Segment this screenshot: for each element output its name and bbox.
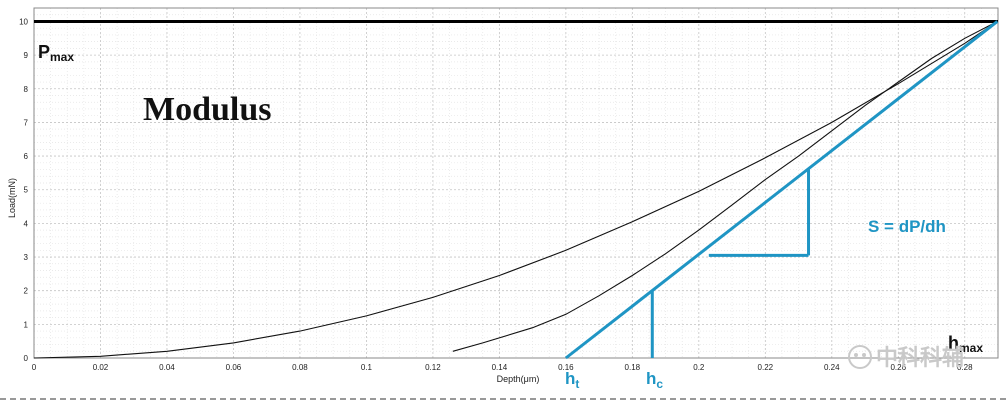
y-tick-labels: 0 1 2 3 4 5 6 7 8 9 10 bbox=[19, 17, 28, 363]
y-tick-label: 9 bbox=[24, 51, 29, 60]
x-tick-label: 0.22 bbox=[758, 363, 774, 372]
hmax-label-main: h bbox=[948, 333, 959, 353]
plot-frame bbox=[0, 7, 1006, 400]
x-tick-label: 0.08 bbox=[292, 363, 308, 372]
annotation-layer bbox=[34, 19, 999, 360]
y-tick-label: 5 bbox=[24, 186, 29, 195]
watermark-icon-eye-left bbox=[854, 353, 858, 357]
y-tick-label: 7 bbox=[24, 118, 29, 127]
y-axis-title: Load(mN) bbox=[7, 178, 17, 218]
pmax-label-main: P bbox=[38, 42, 50, 62]
watermark-icon bbox=[848, 345, 872, 369]
x-tick-label: 0.18 bbox=[625, 363, 641, 372]
slope-label: S = dP/dh bbox=[868, 217, 946, 236]
pmax-label-sub: max bbox=[50, 50, 74, 64]
x-tick-label: 0.02 bbox=[93, 363, 109, 372]
x-tick-label: 0.14 bbox=[492, 363, 508, 372]
x-tick-label: 0.24 bbox=[824, 363, 840, 372]
x-tick-label: 0 bbox=[32, 363, 37, 372]
x-axis-title: Depth(μm) bbox=[497, 374, 540, 384]
x-tick-label: 0.26 bbox=[890, 363, 906, 372]
y-tick-label: 8 bbox=[24, 85, 29, 94]
hmax-label: hmax bbox=[948, 333, 983, 355]
loading-curve bbox=[33, 21, 998, 359]
y-tick-label: 2 bbox=[24, 287, 29, 296]
x-tick-label: 0.12 bbox=[425, 363, 441, 372]
hc-label-main: h bbox=[646, 369, 656, 388]
hc-label: hc bbox=[646, 369, 663, 391]
x-tick-label: 0.2 bbox=[693, 363, 705, 372]
x-tick-label: 0.1 bbox=[361, 363, 373, 372]
series-layer bbox=[33, 21, 998, 359]
unloading-curve bbox=[452, 21, 998, 352]
minor-grid bbox=[34, 7, 999, 358]
pmax-label: Pmax bbox=[38, 42, 74, 64]
ht-label-sub: t bbox=[575, 377, 579, 391]
y-tick-label: 4 bbox=[24, 219, 29, 228]
y-tick-label: 3 bbox=[24, 253, 29, 262]
hmax-label-sub: max bbox=[959, 341, 983, 355]
x-tick-label: 0.28 bbox=[957, 363, 973, 372]
ht-label: ht bbox=[565, 369, 579, 391]
hc-label-sub: c bbox=[656, 377, 663, 391]
y-tick-label: 10 bbox=[19, 17, 28, 26]
x-tick-label: 0.04 bbox=[159, 363, 175, 372]
x-tick-label: 0.06 bbox=[226, 363, 242, 372]
watermark-text: 中科科辅 bbox=[876, 345, 964, 371]
watermark: 中科科辅 bbox=[848, 345, 964, 371]
x-tick-labels: 0 0.02 0.04 0.06 0.08 0.1 0.12 0.14 0.16 0.18 0.2 0… bbox=[32, 363, 973, 372]
watermark-icon-eye-right bbox=[862, 353, 866, 357]
x-tick-label: 0.16 bbox=[558, 363, 574, 372]
plot-border bbox=[33, 7, 999, 359]
chart-title: Modulus bbox=[143, 91, 272, 128]
y-tick-label: 1 bbox=[24, 320, 29, 329]
ht-label-main: h bbox=[565, 369, 575, 388]
tangent-line bbox=[564, 20, 999, 360]
y-tick-label: 0 bbox=[24, 354, 29, 363]
y-tick-label: 6 bbox=[24, 152, 29, 161]
